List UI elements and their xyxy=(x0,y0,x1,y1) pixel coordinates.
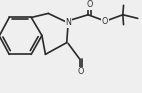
Text: O: O xyxy=(78,67,84,76)
Text: N: N xyxy=(65,18,71,27)
Text: O: O xyxy=(86,0,92,9)
Text: O: O xyxy=(102,17,108,26)
